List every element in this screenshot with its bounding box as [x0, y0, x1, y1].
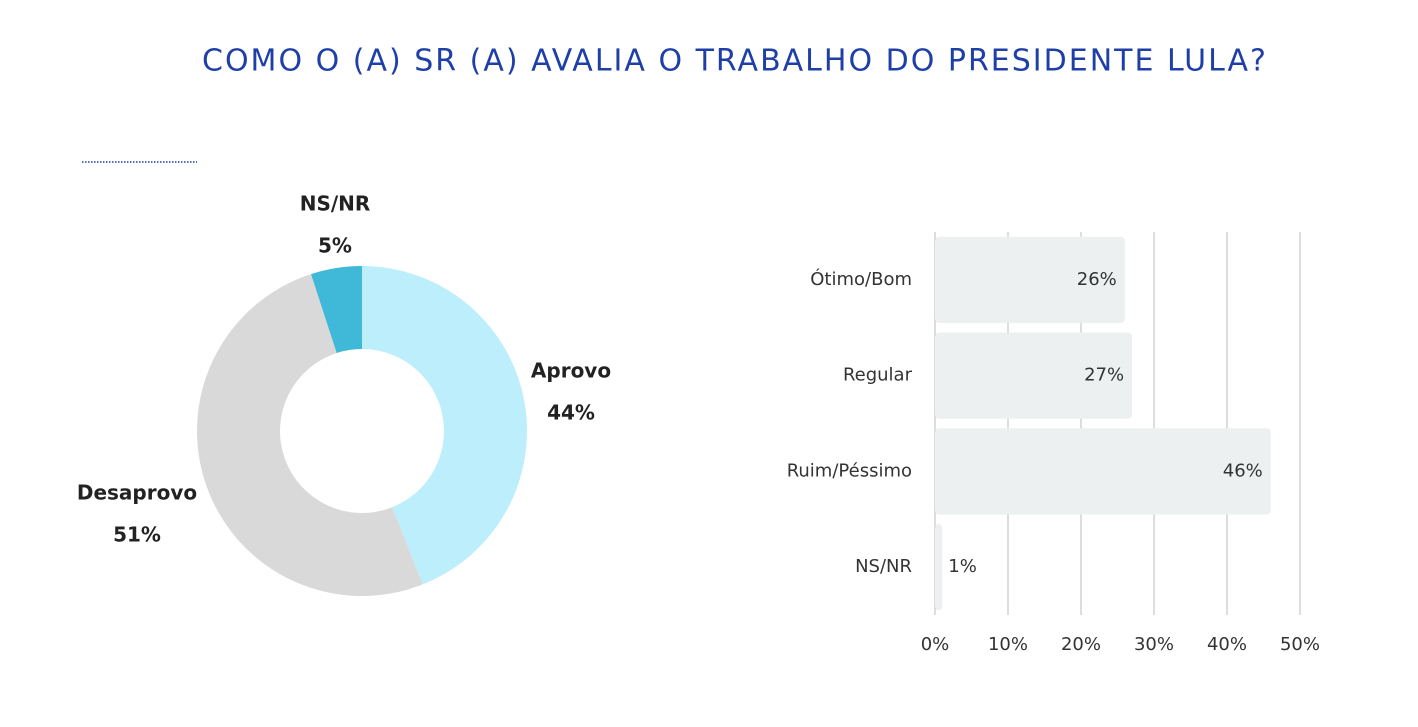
y-tick-label: Regular — [843, 365, 913, 386]
slice-label: NS/NR — [300, 192, 371, 216]
x-tick-label: 40% — [1207, 634, 1247, 655]
x-tick-label: 20% — [1061, 634, 1101, 655]
slice-value: 5% — [318, 234, 352, 258]
slice-label: Desaprovo — [77, 481, 197, 505]
x-tick-label: 10% — [988, 634, 1028, 655]
donut-slice — [196, 274, 423, 596]
slice-value: 44% — [547, 401, 595, 425]
slice-label: Aprovo — [531, 359, 611, 383]
slice-value: 51% — [113, 523, 161, 547]
bar — [935, 236, 1125, 323]
donut-slice — [362, 266, 527, 585]
bar-value: 1% — [948, 556, 977, 577]
bar — [935, 524, 943, 611]
bar — [935, 428, 1271, 515]
bar-value: 27% — [1084, 365, 1124, 386]
y-tick-label: Ruim/Péssimo — [787, 460, 912, 481]
x-tick-label: 0% — [921, 634, 950, 655]
y-tick-label: NS/NR — [855, 556, 912, 577]
x-tick-label: 30% — [1134, 634, 1174, 655]
bar — [935, 332, 1133, 419]
donut-slice — [311, 266, 362, 354]
bar-value: 26% — [1077, 269, 1117, 290]
y-tick-label: Ótimo/Bom — [810, 268, 912, 290]
x-tick-label: 50% — [1280, 634, 1320, 655]
page-title: COMO O (A) SR (A) AVALIA O TRABALHO DO P… — [202, 44, 1268, 79]
bar-value: 46% — [1223, 460, 1263, 481]
